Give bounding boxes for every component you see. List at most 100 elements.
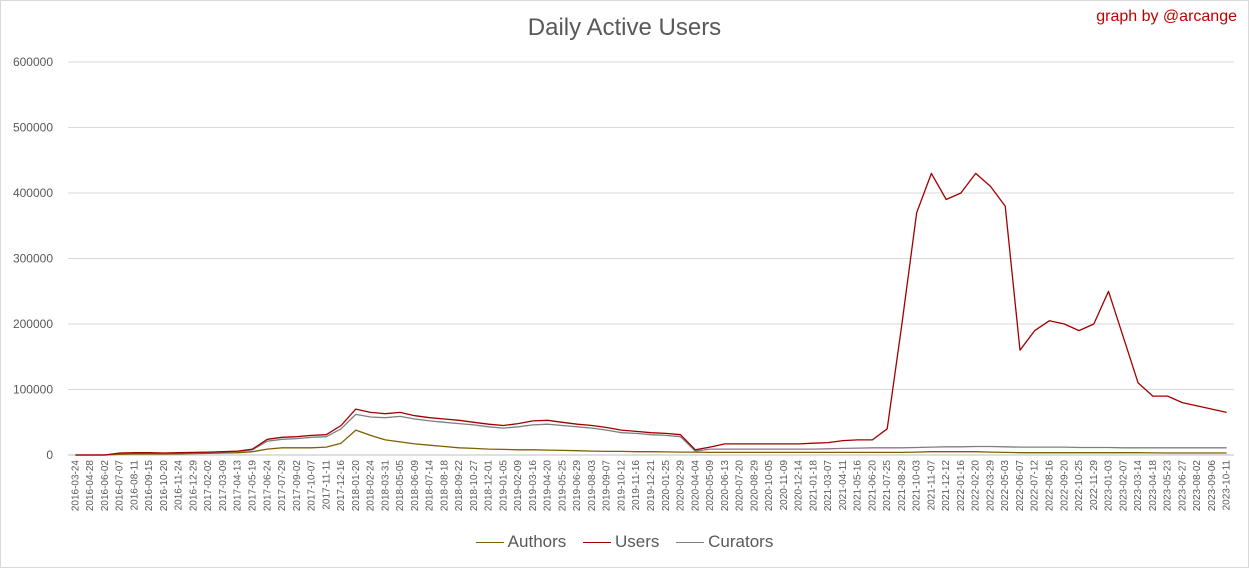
legend-item-authors: Authors (475, 532, 567, 552)
x-tick-label: 2016-07-07 (115, 460, 126, 512)
x-tick-label: 2020-02-29 (676, 460, 687, 512)
x-tick-label: 2021-01-18 (808, 460, 819, 512)
x-tick-label: 2019-12-21 (646, 460, 657, 512)
x-tick-label: 2018-12-01 (484, 460, 495, 512)
series-line-authors (75, 429, 1227, 456)
x-tick-label: 2022-01-16 (956, 460, 967, 512)
x-tick-label: 2017-06-24 (262, 460, 273, 512)
x-tick-label: 2017-09-02 (292, 460, 303, 512)
x-tick-label: 2019-04-20 (543, 460, 554, 512)
legend-swatch-users (583, 542, 611, 544)
x-tick-label: 2016-09-15 (144, 460, 155, 512)
y-tick-label: 300000 (13, 252, 53, 266)
legend-label-curators: Curators (708, 532, 774, 551)
x-tick-label: 2018-08-18 (439, 460, 450, 512)
x-tick-label: 2021-03-07 (823, 460, 834, 512)
y-tick-label: 0 (46, 448, 53, 462)
legend-item-curators: Curators (676, 532, 773, 552)
x-tick-label: 2020-12-14 (794, 460, 805, 512)
y-tick-label: 600000 (13, 55, 53, 69)
x-tick-label: 2019-03-16 (528, 460, 539, 512)
x-tick-label: 2019-08-03 (587, 460, 598, 512)
x-tick-label: 2019-06-29 (572, 460, 583, 512)
y-tick-label: 500000 (13, 121, 53, 135)
x-tick-label: 2021-12-12 (941, 460, 952, 512)
x-tick-label: 2017-10-07 (307, 460, 318, 512)
x-tick-label: 2017-07-29 (277, 460, 288, 512)
x-axis-ticks: 2016-03-24 2016-04-28 2016-06-02 2016-07-07… (70, 460, 1232, 512)
series-lines (75, 172, 1227, 456)
x-tick-label: 2019-05-25 (557, 460, 568, 512)
x-tick-label: 2018-09-22 (454, 460, 465, 512)
x-tick-label: 2021-04-11 (838, 460, 849, 511)
x-tick-label: 2020-05-09 (705, 460, 716, 512)
x-tick-label: 2017-03-09 (218, 460, 229, 512)
x-tick-label: 2022-07-12 (1030, 460, 1041, 512)
x-tick-label: 2021-08-29 (897, 460, 908, 512)
x-tick-label: 2016-08-11 (129, 460, 140, 511)
credit-label: graph by @arcange (1096, 8, 1237, 25)
x-tick-label: 2023-09-06 (1207, 460, 1218, 512)
x-tick-label: 2023-03-14 (1133, 460, 1144, 512)
x-tick-label: 2020-07-20 (735, 460, 746, 512)
y-tick-label: 400000 (13, 186, 53, 200)
legend-swatch-authors (475, 542, 504, 544)
x-tick-label: 2017-02-02 (203, 460, 214, 512)
x-tick-label: 2021-05-16 (853, 460, 864, 512)
x-tick-label: 2023-10-11 (1222, 460, 1233, 511)
x-tick-label: 2019-10-12 (616, 460, 627, 512)
x-tick-label: 2016-03-24 (70, 460, 81, 512)
y-tick-label: 200000 (13, 317, 53, 331)
x-tick-label: 2018-07-14 (425, 460, 436, 512)
x-tick-label: 2017-05-19 (247, 460, 258, 512)
x-tick-label: 2018-05-05 (395, 460, 406, 512)
legend: Authors Users Curators (0, 532, 1249, 552)
x-tick-label: 2022-10-25 (1074, 460, 1085, 512)
legend-label-authors: Authors (507, 532, 567, 551)
y-axis-ticks: 0 100000 200000 300000 400000 500000 600000 (13, 55, 53, 462)
x-tick-label: 2023-08-02 (1192, 460, 1203, 512)
x-tick-label: 2022-11-29 (1089, 460, 1100, 511)
x-tick-label: 2022-03-29 (985, 460, 996, 512)
legend-item-users: Users (583, 532, 659, 552)
x-tick-label: 2017-04-13 (233, 460, 244, 512)
x-tick-label: 2017-12-16 (336, 460, 347, 512)
x-tick-label: 2016-10-20 (159, 460, 170, 512)
x-tick-label: 2023-01-03 (1104, 460, 1115, 512)
x-tick-label: 2018-02-24 (366, 460, 377, 512)
x-tick-label: 2017-11-11 (321, 460, 332, 510)
x-tick-label: 2019-01-05 (498, 460, 509, 512)
x-tick-label: 2018-10-27 (469, 460, 480, 512)
x-tick-label: 2016-06-02 (100, 460, 111, 512)
x-tick-label: 2019-02-09 (513, 460, 524, 512)
x-tick-label: 2022-08-16 (1045, 460, 1056, 512)
x-tick-label: 2016-11-24 (174, 460, 185, 511)
x-tick-label: 2020-06-13 (720, 460, 731, 512)
gridlines (68, 61, 1234, 456)
x-tick-label: 2023-06-27 (1177, 460, 1188, 512)
x-tick-label: 2022-09-20 (1059, 460, 1070, 512)
x-tick-label: 2020-04-04 (690, 460, 701, 512)
x-tick-label: 2019-11-16 (631, 460, 642, 511)
x-tick-label: 2020-01-25 (661, 460, 672, 512)
x-tick-label: 2023-04-18 (1148, 460, 1159, 512)
x-tick-label: 2016-12-29 (188, 460, 199, 512)
x-tick-label: 2020-08-29 (749, 460, 760, 512)
series-line-curators (75, 413, 1227, 456)
x-tick-label: 2019-09-07 (602, 460, 613, 512)
series-line-users (75, 172, 1227, 456)
x-tick-label: 2018-01-20 (351, 460, 362, 512)
x-tick-label: 2023-02-07 (1118, 460, 1129, 512)
x-tick-label: 2021-11-07 (926, 460, 937, 511)
legend-swatch-curators (676, 542, 705, 544)
x-tick-label: 2021-07-25 (882, 460, 893, 512)
chart-title: Daily Active Users (527, 14, 722, 41)
x-tick-label: 2020-11-09 (779, 460, 790, 511)
y-tick-label: 100000 (13, 383, 53, 397)
x-tick-label: 2018-03-31 (380, 460, 391, 512)
x-tick-label: 2021-06-20 (867, 460, 878, 512)
x-tick-label: 2020-10-05 (764, 460, 775, 512)
x-tick-label: 2023-05-23 (1163, 460, 1174, 512)
